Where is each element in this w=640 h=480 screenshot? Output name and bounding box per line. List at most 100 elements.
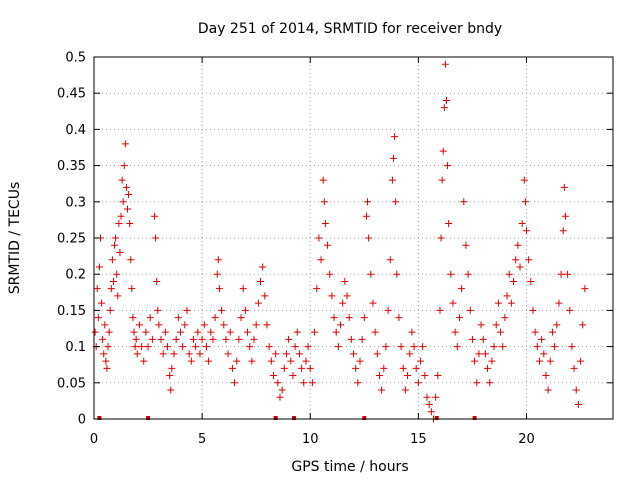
- data-point: [386, 256, 394, 264]
- data-point: [520, 176, 528, 184]
- data-point: [514, 241, 522, 249]
- data-point: [321, 220, 329, 228]
- y-tick-label: 0.15: [57, 304, 86, 319]
- data-point: [408, 328, 416, 336]
- data-point: [91, 328, 99, 336]
- data-point: [302, 357, 310, 365]
- data-point: [254, 299, 262, 307]
- data-point: [326, 270, 334, 278]
- data-point: [200, 321, 208, 329]
- data-point: [444, 162, 452, 170]
- y-tick-label: 0.4: [65, 123, 86, 138]
- data-point: [544, 386, 552, 394]
- data-point: [468, 335, 476, 343]
- data-point: [373, 350, 381, 358]
- data-point: [324, 241, 332, 249]
- data-point: [577, 357, 585, 365]
- data-point: [214, 256, 222, 264]
- data-point: [198, 335, 206, 343]
- data-point: [101, 321, 109, 329]
- data-point: [479, 335, 487, 343]
- data-point: [561, 212, 569, 220]
- data-point: [551, 343, 559, 351]
- data-point: [358, 335, 366, 343]
- data-point: [183, 306, 191, 314]
- data-point: [464, 270, 472, 278]
- data-point: [345, 314, 353, 322]
- data-point: [399, 364, 407, 372]
- data-point: [529, 306, 537, 314]
- data-point: [419, 343, 427, 351]
- data-point: [239, 285, 247, 293]
- data-point: [300, 379, 308, 387]
- x-tick-label: 20: [518, 432, 535, 447]
- data-point: [458, 285, 466, 293]
- data-point: [148, 335, 156, 343]
- data-point: [494, 299, 502, 307]
- data-point: [356, 357, 364, 365]
- data-point: [130, 328, 138, 336]
- data-point: [581, 285, 589, 293]
- axis-ticks: [93, 56, 613, 420]
- data-point: [246, 343, 254, 351]
- data-point: [317, 256, 325, 264]
- data-point: [231, 379, 239, 387]
- data-point: [449, 299, 457, 307]
- x-tick-labels: 0 5 10 15 20: [90, 432, 535, 447]
- data-point: [453, 343, 461, 351]
- data-point: [265, 343, 273, 351]
- data-point: [350, 350, 357, 358]
- data-point: [542, 372, 550, 380]
- data-point: [131, 343, 139, 351]
- grid-lines: [94, 57, 613, 419]
- data-point: [233, 357, 241, 365]
- data-point: [382, 343, 390, 351]
- data-point: [445, 220, 453, 228]
- data-point: [462, 241, 470, 249]
- data-point: [505, 270, 513, 278]
- data-point: [477, 321, 485, 329]
- data-point: [99, 335, 107, 343]
- data-point: [442, 96, 450, 104]
- data-point: [436, 306, 444, 314]
- y-tick-label: 0.3: [65, 195, 86, 210]
- data-point: [378, 386, 386, 394]
- data-point: [154, 306, 162, 314]
- data-point: [311, 328, 319, 336]
- data-point: [133, 350, 141, 358]
- y-tick-label: 0.2: [65, 268, 86, 283]
- data-point: [391, 133, 399, 141]
- data-point: [475, 350, 483, 358]
- data-point: [205, 357, 213, 365]
- data-point: [179, 343, 187, 351]
- data-point: [471, 357, 479, 365]
- data-point: [439, 147, 447, 155]
- zero-marker: [97, 416, 102, 420]
- data-point: [473, 379, 481, 387]
- data-point: [466, 306, 474, 314]
- data-point: [579, 321, 587, 329]
- data-point: [423, 393, 431, 401]
- data-point: [540, 350, 548, 358]
- zero-value-markers: [97, 416, 477, 420]
- data-point: [117, 212, 125, 220]
- data-points: [91, 60, 589, 423]
- data-point: [412, 364, 420, 372]
- data-point: [167, 386, 175, 394]
- chart-title: Day 251 of 2014, SRMTID for receiver bnd…: [198, 21, 502, 37]
- data-point: [553, 321, 561, 329]
- data-point: [125, 191, 133, 199]
- data-point: [417, 357, 425, 365]
- data-point: [118, 176, 126, 184]
- data-point: [371, 328, 379, 336]
- data-point: [226, 328, 234, 336]
- data-point: [278, 386, 286, 394]
- zero-marker: [146, 416, 151, 420]
- y-tick-label: 0.45: [57, 87, 86, 102]
- data-point: [401, 386, 409, 394]
- data-point: [196, 350, 204, 358]
- data-point: [177, 328, 184, 336]
- data-point: [135, 321, 143, 329]
- data-point: [107, 285, 115, 293]
- data-point: [112, 234, 120, 242]
